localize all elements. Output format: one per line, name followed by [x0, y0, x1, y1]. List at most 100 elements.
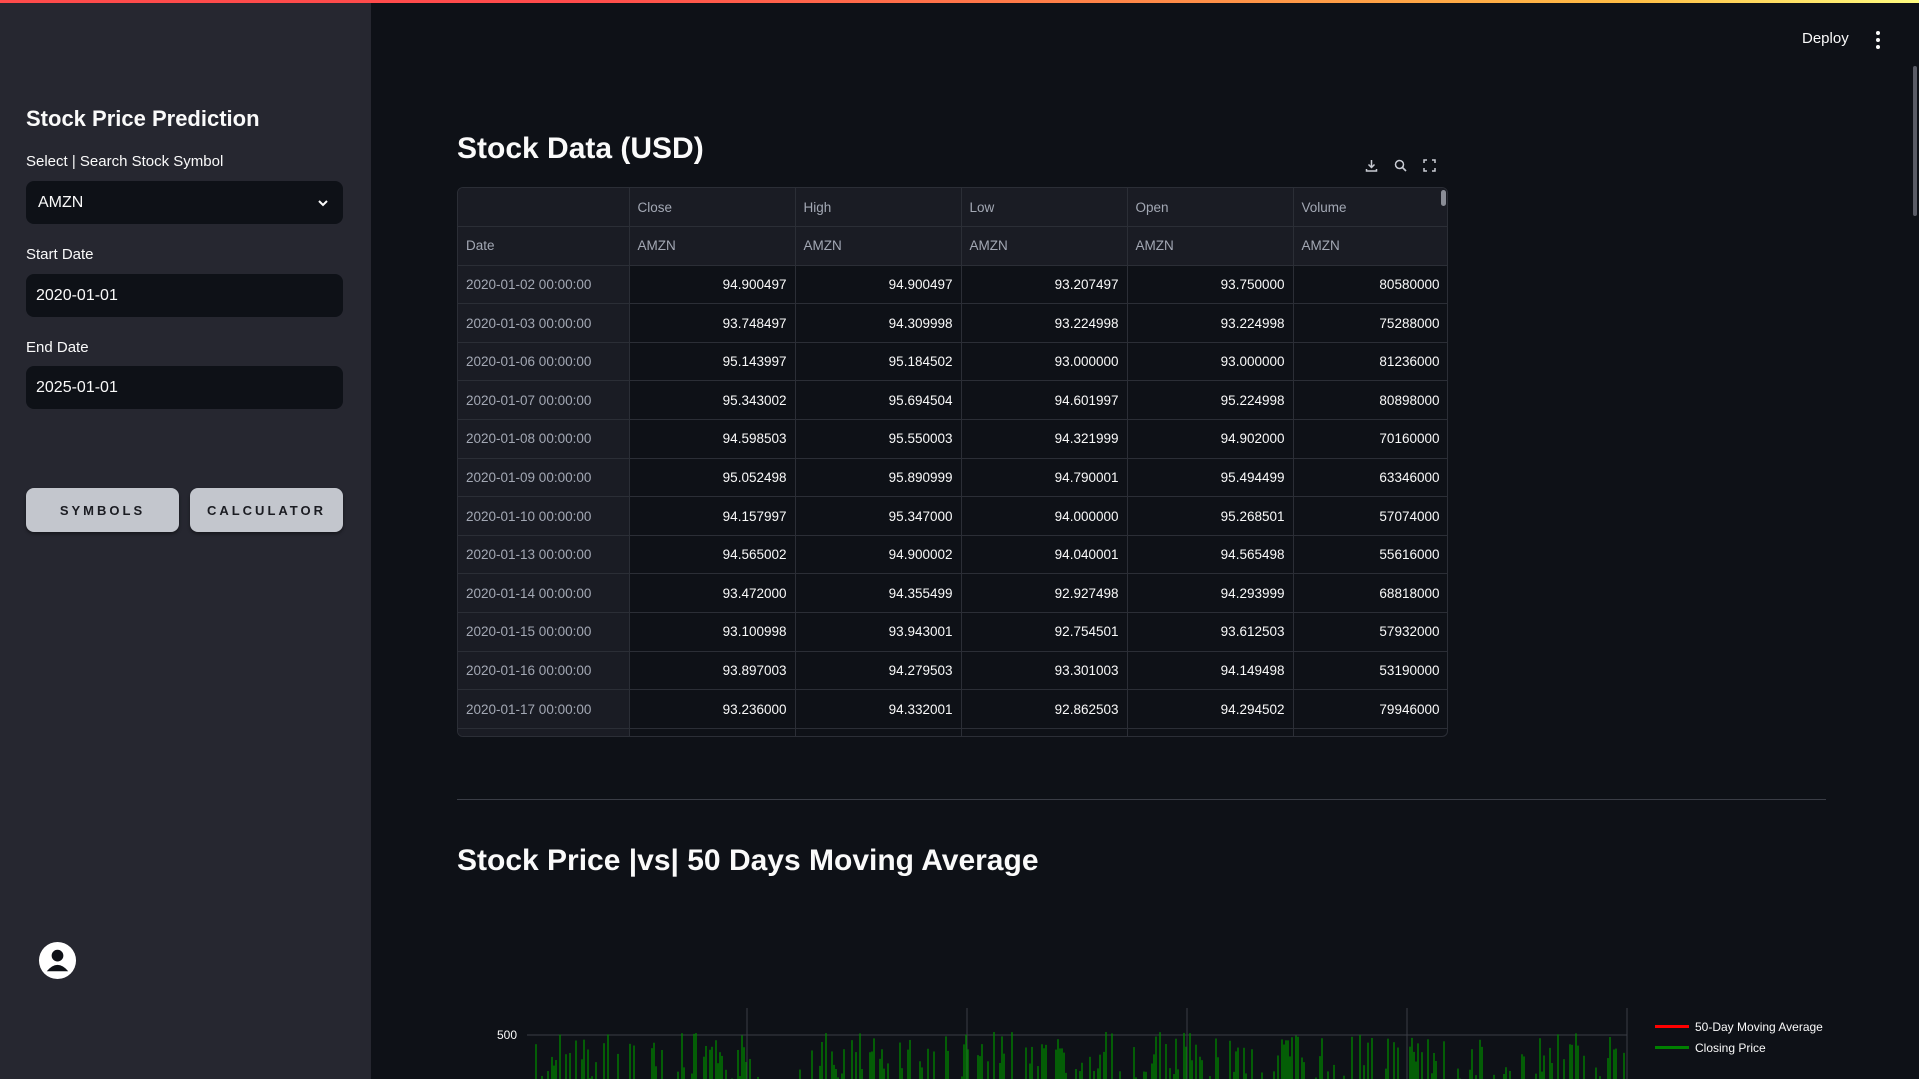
table-cell[interactable]: 92.927498 [961, 573, 1128, 614]
search-icon[interactable] [1391, 156, 1410, 175]
table-cell[interactable]: 93.000000 [961, 342, 1128, 382]
row-date-cell[interactable]: 2020-01-07 00:00:00 [458, 380, 630, 421]
table-cell[interactable]: 94.149498 [1127, 651, 1294, 691]
table-cell[interactable]: 95.494499 [1127, 458, 1294, 498]
table-cell[interactable]: 94.601997 [961, 380, 1128, 421]
table-cell[interactable]: 92.754501 [961, 612, 1128, 652]
table-cell[interactable]: 93.100998 [629, 612, 796, 652]
ticker-header[interactable]: AMZN [795, 226, 962, 266]
download-icon[interactable] [1362, 156, 1381, 175]
row-date-cell[interactable]: 2020-01-13 00:00:00 [458, 535, 630, 575]
table-cell[interactable]: 95.343002 [629, 380, 796, 421]
deploy-button[interactable]: Deploy [1802, 30, 1849, 47]
end-date-input[interactable]: 2025-01-01 [26, 366, 343, 409]
table-cell[interactable]: 93.612503 [1127, 612, 1294, 652]
calculator-button[interactable]: CALCULATOR [190, 488, 343, 532]
ticker-header[interactable]: AMZN [1127, 226, 1294, 266]
row-date-cell[interactable]: 2020-01-02 00:00:00 [458, 265, 630, 305]
column-header[interactable]: Close [629, 188, 796, 228]
table-cell[interactable]: 93.236000 [629, 689, 796, 729]
table-cell[interactable]: 94.294502 [1127, 689, 1294, 729]
table-cell[interactable]: 95.143997 [629, 342, 796, 382]
table-cell[interactable]: 63346000 [1293, 458, 1447, 498]
kebab-menu-icon[interactable] [1872, 30, 1884, 50]
table-cell[interactable]: 94.565002 [629, 535, 796, 575]
table-cell[interactable]: 57074000 [1293, 496, 1447, 536]
table-cell[interactable]: 94.000000 [961, 496, 1128, 536]
table-row[interactable]: 2020-01-03 00:00:00 93.748497 94.309998 93.… [458, 303, 1447, 343]
row-date-cell[interactable]: 2020-01-08 00:00:00 [458, 419, 630, 459]
table-cell[interactable]: 53190000 [1293, 651, 1447, 691]
ticker-header[interactable]: AMZN [1293, 226, 1447, 266]
table-cell[interactable]: 94.902000 [1127, 419, 1294, 459]
table-cell[interactable]: 95.052498 [629, 458, 796, 498]
table-cell[interactable]: 95.268501 [1127, 496, 1294, 536]
table-cell[interactable]: 95.694504 [795, 380, 962, 421]
column-header[interactable]: Volume [1293, 188, 1447, 228]
row-date-cell[interactable]: 2020-01-06 00:00:00 [458, 342, 630, 382]
table-row[interactable]: 2020-01-17 00:00:00 93.236000 94.332001 92.… [458, 689, 1447, 729]
table-cell[interactable]: 94.790001 [961, 458, 1128, 498]
stock-data-table[interactable]: Close High Low Open Volume Date AMZN AMZ… [457, 187, 1448, 737]
row-date-cell[interactable]: 2020-01-09 00:00:00 [458, 458, 630, 498]
row-date-cell[interactable]: 2020-01-10 00:00:00 [458, 496, 630, 536]
table-cell[interactable]: 92.862503 [961, 689, 1128, 729]
table-cell[interactable]: 93.301003 [961, 651, 1128, 691]
table-row[interactable]: 2020-01-06 00:00:00 95.143997 95.184502 93.… [458, 342, 1447, 382]
table-row[interactable]: 2020-01-02 00:00:00 94.900497 94.900497 93.… [458, 265, 1447, 305]
table-cell[interactable]: 93.207497 [961, 265, 1128, 305]
table-cell[interactable]: 80580000 [1293, 265, 1447, 305]
table-cell[interactable]: 93.000000 [1127, 342, 1294, 382]
table-cell[interactable]: 95.347000 [795, 496, 962, 536]
table-cell[interactable]: 80898000 [1293, 380, 1447, 421]
column-header[interactable]: High [795, 188, 962, 228]
table-row[interactable]: 2020-01-13 00:00:00 94.565002 94.900002 94.… [458, 535, 1447, 575]
table-cell[interactable]: 95.184502 [795, 342, 962, 382]
row-date-cell[interactable]: 2020-01-15 00:00:00 [458, 612, 630, 652]
table-cell[interactable]: 93.224998 [961, 303, 1128, 343]
table-cell[interactable]: 93.750000 [1127, 265, 1294, 305]
table-row[interactable]: 2020-01-07 00:00:00 95.343002 95.694504 94.… [458, 380, 1447, 421]
start-date-input[interactable]: 2020-01-01 [26, 274, 343, 317]
table-cell[interactable]: 81236000 [1293, 342, 1447, 382]
table-scrollbar[interactable] [1441, 190, 1446, 206]
table-cell[interactable]: 94.321999 [961, 419, 1128, 459]
symbol-select[interactable]: AMZN [26, 181, 343, 224]
table-cell[interactable]: 94.279503 [795, 651, 962, 691]
price-chart[interactable]: 500 [457, 990, 1837, 1079]
row-date-cell[interactable]: 2020-01-16 00:00:00 [458, 651, 630, 691]
table-row[interactable]: 2020-01-08 00:00:00 94.598503 95.550003 94.… [458, 419, 1447, 459]
fullscreen-icon[interactable] [1420, 156, 1439, 175]
table-cell[interactable]: 57932000 [1293, 612, 1447, 652]
column-header[interactable]: Open [1127, 188, 1294, 228]
table-cell[interactable]: 70160000 [1293, 419, 1447, 459]
ticker-header[interactable]: AMZN [629, 226, 796, 266]
table-cell[interactable]: 94.355499 [795, 573, 962, 614]
row-date-cell[interactable]: 2020-01-14 00:00:00 [458, 573, 630, 614]
table-cell[interactable]: 93.943001 [795, 612, 962, 652]
table-cell[interactable]: 95.224998 [1127, 380, 1294, 421]
row-date-cell[interactable]: 2020-01-03 00:00:00 [458, 303, 630, 343]
table-cell[interactable]: 94.900002 [795, 535, 962, 575]
table-cell[interactable]: 94.565498 [1127, 535, 1294, 575]
table-cell[interactable]: 93.224998 [1127, 303, 1294, 343]
user-avatar-icon[interactable] [38, 941, 77, 980]
column-header[interactable]: Low [961, 188, 1128, 228]
table-cell[interactable]: 55616000 [1293, 535, 1447, 575]
table-cell[interactable]: 79946000 [1293, 689, 1447, 729]
table-cell[interactable]: 95.890999 [795, 458, 962, 498]
table-cell[interactable]: 93.748497 [629, 303, 796, 343]
table-cell[interactable]: 94.332001 [795, 689, 962, 729]
index-header[interactable]: Date [458, 226, 630, 266]
table-cell[interactable]: 75288000 [1293, 303, 1447, 343]
table-row[interactable]: 2020-01-16 00:00:00 93.897003 94.279503 93.… [458, 651, 1447, 691]
table-row[interactable]: 2020-01-10 00:00:00 94.157997 95.347000 94.… [458, 496, 1447, 536]
table-row[interactable]: 2020-01-15 00:00:00 93.100998 93.943001 92.… [458, 612, 1447, 652]
table-cell[interactable]: 94.900497 [629, 265, 796, 305]
table-cell[interactable]: 94.309998 [795, 303, 962, 343]
ticker-header[interactable]: AMZN [961, 226, 1128, 266]
table-cell[interactable]: 94.900497 [795, 265, 962, 305]
table-cell[interactable]: 93.897003 [629, 651, 796, 691]
symbols-button[interactable]: SYMBOLS [26, 488, 179, 532]
table-cell[interactable]: 68818000 [1293, 573, 1447, 614]
